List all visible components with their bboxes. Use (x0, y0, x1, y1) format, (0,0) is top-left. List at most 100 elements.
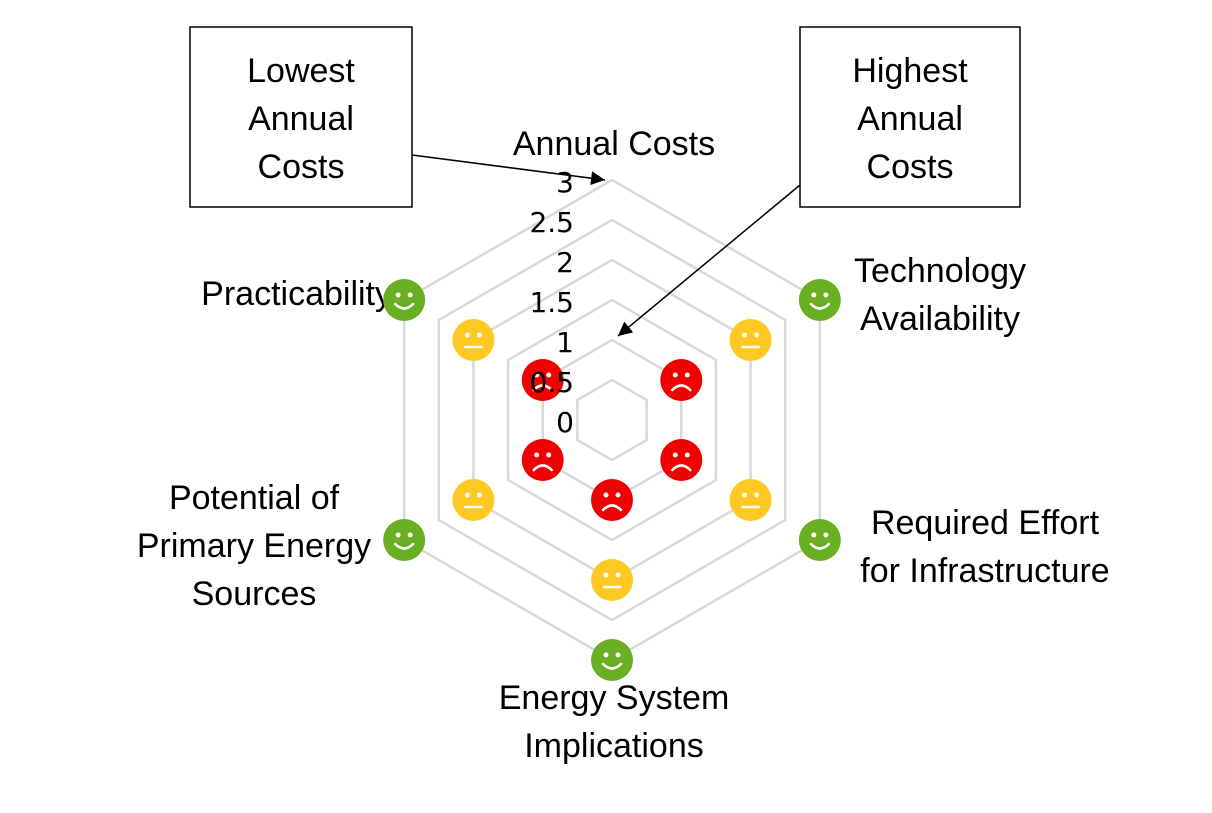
face (521, 439, 564, 481)
smiley-marker (729, 319, 772, 361)
face (591, 639, 633, 681)
smiley-marker (660, 359, 703, 401)
face-eye (615, 652, 621, 658)
face-mouth (601, 662, 623, 670)
annotation-arrow (411, 154, 606, 186)
face-mouth (393, 302, 415, 310)
annotation-text: Lowest (247, 52, 355, 90)
face (591, 559, 633, 601)
face (452, 319, 495, 361)
face-mouth (671, 384, 692, 392)
face-eye (615, 572, 621, 578)
face-eye (395, 292, 401, 298)
face-eye (672, 372, 678, 378)
axis-label: Potential of (169, 479, 340, 517)
face (729, 319, 772, 361)
annotation-text: Costs (258, 148, 345, 186)
face-eye (603, 492, 609, 498)
axis-label: Technology (854, 252, 1026, 290)
face-eye (823, 292, 829, 298)
face-eye (754, 492, 760, 498)
annotation-text: Annual (248, 100, 354, 138)
face-eye (603, 572, 609, 578)
face-mouth (532, 464, 553, 472)
face (591, 479, 633, 521)
annotation-text: Highest (852, 52, 968, 90)
grid-ring (437, 218, 787, 622)
face (798, 519, 841, 561)
r-tick-label: 0.5 (529, 366, 574, 399)
face-eye (742, 332, 748, 338)
axis-label: Practicability (201, 275, 392, 313)
face (660, 439, 703, 481)
r-tick-label: 2 (556, 246, 574, 279)
face-eye (476, 492, 482, 498)
face (798, 279, 841, 321)
smiley-marker (591, 479, 633, 521)
face-eye (684, 372, 690, 378)
face-eye (395, 532, 401, 538)
annotation-text: Costs (867, 148, 954, 186)
r-tick-label: 0 (556, 406, 574, 439)
face-eye (603, 652, 609, 658)
r-tick-label: 1 (556, 326, 574, 359)
smiley-marker (591, 559, 633, 601)
face-eye (407, 292, 413, 298)
smiley-marker (729, 479, 772, 521)
smiley-marker (452, 319, 495, 361)
smiley-marker (521, 359, 564, 401)
face-mouth (809, 302, 831, 310)
grid-ring (506, 298, 718, 542)
face-eye (546, 372, 552, 378)
smiley-marker (660, 439, 703, 481)
face-eye (615, 492, 621, 498)
face-eye (407, 532, 413, 538)
face (729, 479, 772, 521)
smiley-marker (521, 439, 564, 481)
face (521, 359, 564, 401)
face-eye (684, 452, 690, 458)
face-mouth (532, 384, 553, 392)
annotation-box (189, 26, 413, 208)
r-tick-label: 1.5 (529, 286, 574, 319)
face-eye (672, 452, 678, 458)
face-eye (811, 532, 817, 538)
face-eye (464, 492, 470, 498)
axis-label: Energy System (499, 679, 730, 717)
smiley-marker (798, 279, 841, 321)
r-tick-label: 3 (556, 166, 574, 199)
face-eye (476, 332, 482, 338)
smiley-marker (452, 479, 495, 521)
axis-label: for Infrastructure (860, 552, 1109, 590)
face-eye (546, 452, 552, 458)
smiley-marker (591, 639, 633, 681)
face-eye (811, 292, 817, 298)
face (383, 519, 426, 561)
axis-label: Primary Energy (137, 527, 371, 565)
face (660, 359, 703, 401)
face-eye (742, 492, 748, 498)
face-eye (754, 332, 760, 338)
annotation-box (799, 26, 1021, 208)
face-eye (823, 532, 829, 538)
axis-label: Implications (524, 727, 704, 765)
smiley-marker (383, 519, 426, 561)
axis-label: Sources (192, 575, 317, 613)
face-eye (464, 332, 470, 338)
face-mouth (671, 464, 692, 472)
axis-label: Availability (860, 300, 1020, 338)
face-mouth (809, 542, 831, 550)
r-tick-label: 2.5 (529, 206, 574, 239)
annotation-arrow (617, 184, 801, 337)
face (452, 479, 495, 521)
grid-ring (576, 378, 648, 462)
face (383, 279, 426, 321)
axis-label: Annual Costs (513, 125, 715, 163)
face-mouth (393, 542, 415, 550)
face-eye (534, 372, 540, 378)
annotation-text: Annual (857, 100, 963, 138)
grid-ring (472, 258, 752, 582)
face-eye (534, 452, 540, 458)
smiley-marker (798, 519, 841, 561)
